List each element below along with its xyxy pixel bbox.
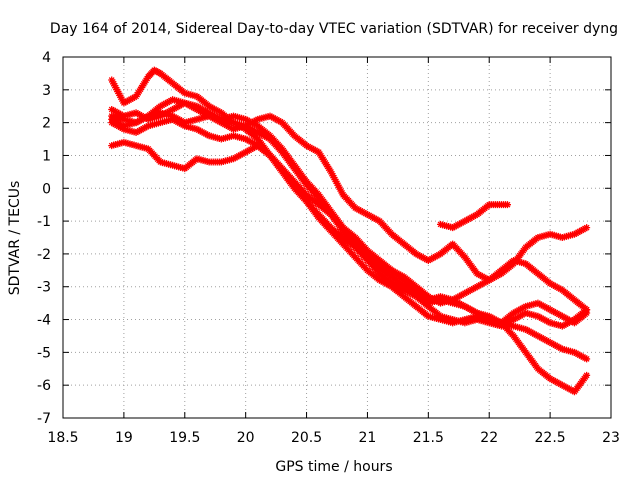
data-point (503, 201, 511, 209)
y-tick-label: 3 (42, 83, 51, 99)
x-tick-label: 23 (602, 430, 620, 446)
x-tick-label: 22 (480, 430, 498, 446)
y-tick-labels: 4 3 2 1 0 -1 -2 -3 -4 -5 -6 -7 (37, 50, 51, 427)
y-tick-label: -7 (37, 411, 51, 427)
x-tick-label: 19.5 (169, 430, 200, 446)
y-tick-label: 2 (42, 116, 51, 132)
data-point (583, 371, 591, 379)
y-tick-label: -4 (37, 313, 51, 329)
data-point (583, 309, 591, 317)
y-tick-label: 1 (42, 148, 51, 164)
data-point (583, 224, 591, 232)
y-tick-label: -6 (37, 378, 51, 394)
y-tick-label: -5 (37, 345, 51, 361)
y-tick-label: -2 (37, 247, 51, 263)
x-tick-label: 20.5 (291, 430, 322, 446)
y-tick-label: -1 (37, 214, 51, 230)
y-axis-label: SDTVAR / TECUs (7, 181, 23, 296)
data-marks (108, 66, 591, 396)
x-tick-label: 20 (237, 430, 255, 446)
x-tick-label: 19 (115, 430, 133, 446)
x-tick-label: 21 (359, 430, 377, 446)
series-track-6 (108, 109, 591, 284)
x-tick-label: 22.5 (535, 430, 566, 446)
x-axis-label: GPS time / hours (275, 459, 392, 475)
y-tick-label: 0 (42, 181, 51, 197)
y-tick-label: -3 (37, 280, 51, 296)
x-tick-label: 18.5 (47, 430, 78, 446)
y-tick-label: 4 (42, 50, 51, 66)
data-point (583, 355, 591, 363)
series-track-4 (108, 115, 591, 327)
series-track-5 (108, 138, 591, 396)
series-track-7 (437, 201, 511, 232)
x-tick-label: 21.5 (413, 430, 444, 446)
plot-frame (62, 56, 612, 419)
chart-title: Day 164 of 2014, Sidereal Day-to-day VTE… (50, 21, 618, 37)
x-tick-labels: 18.5 19 19.5 20 20.5 21 21.5 22 22.5 23 (47, 430, 620, 446)
